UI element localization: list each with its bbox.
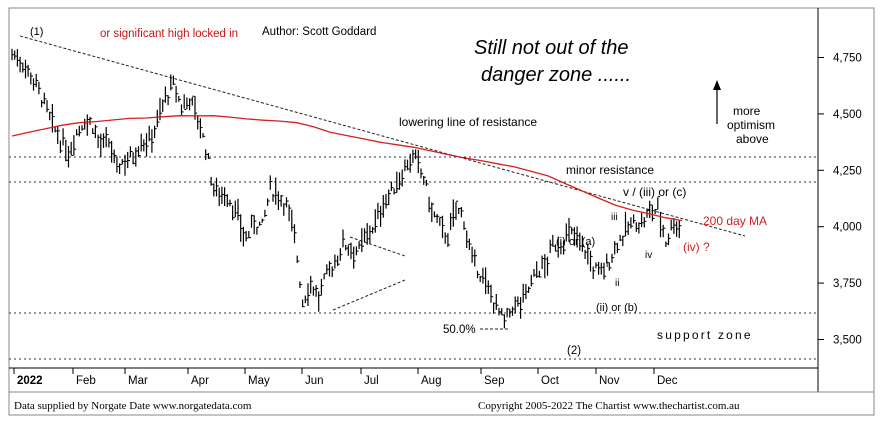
price-bars bbox=[11, 48, 682, 329]
x-tick-label: Sep bbox=[484, 375, 504, 387]
label-optimism: optimism bbox=[727, 118, 775, 132]
x-tick-label: Dec bbox=[657, 375, 678, 387]
x-tick-label: Nov bbox=[599, 375, 620, 387]
y-axis-ticks: 3,500 3,750 4,000 4,250 4,500 4,750 bbox=[818, 53, 862, 347]
optimism-arrow-head bbox=[713, 80, 721, 90]
x-tick-label: Aug bbox=[421, 375, 441, 387]
label-lowering-resistance: lowering line of resistance bbox=[399, 115, 537, 129]
author-label: Author: Scott Goddard bbox=[262, 26, 376, 38]
x-tick-label: May bbox=[248, 375, 270, 387]
x-tick-label: Jul bbox=[364, 375, 379, 387]
x-tick-label: Jun bbox=[305, 375, 324, 387]
x-tick-label: Apr bbox=[191, 375, 209, 387]
x-axis-ticks: 2022 Feb Mar Apr May Jun Jul Aug Sep Oct Nov Dec bbox=[13, 368, 678, 387]
label-wave-1: (1) bbox=[30, 26, 43, 38]
ma-200-line bbox=[11, 115, 683, 222]
y-tick-label: 3,750 bbox=[833, 278, 862, 290]
x-tick-label: Oct bbox=[541, 375, 560, 387]
x-tick-label: Mar bbox=[128, 375, 148, 387]
label-wave-2: (2) bbox=[567, 345, 581, 357]
label-minor-resistance: minor resistance bbox=[566, 163, 654, 177]
pennant-lower-line bbox=[332, 279, 406, 311]
label-fifty-percent: 50.0% bbox=[443, 324, 476, 336]
label-minor-iv: iv bbox=[645, 250, 652, 261]
label-ma: 200 day MA bbox=[703, 214, 767, 228]
chart-title-line-2: danger zone ...... bbox=[481, 64, 631, 86]
y-tick-label: 4,750 bbox=[833, 53, 862, 65]
label-more: more bbox=[733, 104, 761, 118]
label-wave-ii-b: (ii) or (b) bbox=[596, 302, 638, 314]
label-wave-i-a: (i) or (a) bbox=[556, 236, 595, 248]
note-top: or significant high locked in bbox=[100, 28, 238, 40]
label-wave-v: v / (iii) or (c) bbox=[623, 185, 686, 199]
label-minor-i: i bbox=[606, 259, 608, 270]
label-support-zone: support zone bbox=[657, 328, 753, 342]
label-minor-ii: ii bbox=[615, 278, 619, 289]
label-above: above bbox=[736, 132, 769, 146]
chart-title-line-1: Still not out of the bbox=[474, 37, 629, 59]
label-minor-iii: iii bbox=[611, 212, 618, 223]
y-tick-label: 4,500 bbox=[833, 109, 862, 121]
label-wave-iv: (iv) ? bbox=[683, 240, 710, 254]
outer-border bbox=[8, 7, 875, 416]
y-tick-label: 3,500 bbox=[833, 335, 862, 347]
footer-copyright: Copyright 2005-2022 The Chartist www.the… bbox=[478, 400, 740, 412]
y-tick-label: 4,000 bbox=[833, 222, 862, 234]
x-tick-label: 2022 bbox=[17, 375, 43, 387]
y-tick-label: 4,250 bbox=[833, 165, 862, 177]
footer-data-source: Data supplied by Norgate Date www.norgat… bbox=[14, 400, 252, 412]
x-tick-label: Feb bbox=[76, 375, 96, 387]
lowering-resistance-trendline bbox=[19, 35, 746, 237]
